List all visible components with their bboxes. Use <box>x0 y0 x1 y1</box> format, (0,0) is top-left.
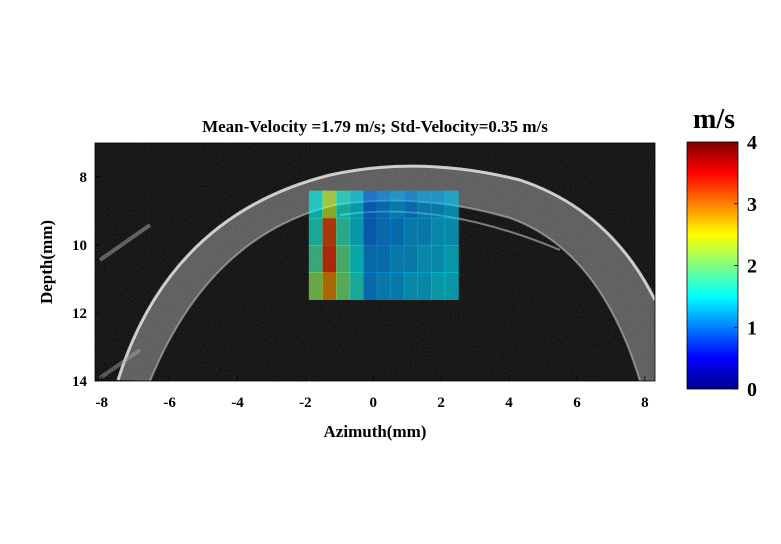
y-tick-label: 8 <box>80 170 88 186</box>
velocity-cell <box>417 245 432 273</box>
colorbar-tick-label: 2 <box>747 256 757 278</box>
velocity-cell <box>308 217 323 246</box>
chart-title: Mean-Velocity =1.79 m/s; Std-Velocity=0.… <box>202 117 548 136</box>
velocity-cell <box>349 272 364 300</box>
x-tick-label: -2 <box>299 395 312 411</box>
velocity-cell <box>417 272 432 300</box>
velocity-cell <box>444 245 459 273</box>
x-tick-label: -6 <box>163 395 176 411</box>
velocity-cell <box>417 217 432 246</box>
velocity-cell <box>403 217 419 246</box>
velocity-cell <box>376 190 391 219</box>
velocity-cell <box>444 217 459 246</box>
velocity-cell <box>322 217 337 246</box>
y-tick-label: 12 <box>72 306 87 322</box>
velocity-cell <box>335 272 351 300</box>
x-tick-label: 0 <box>370 395 378 411</box>
velocity-cell <box>349 190 364 219</box>
velocity-cell <box>431 272 446 300</box>
velocity-cell <box>363 245 378 273</box>
velocity-cell <box>335 217 351 246</box>
velocity-cell <box>335 245 351 273</box>
velocity-overlay <box>308 190 459 300</box>
plot-area <box>95 143 655 381</box>
colorbar-unit: m/s <box>693 104 735 135</box>
colorbar-gradient <box>686 141 739 390</box>
x-tick-label: 2 <box>437 395 445 411</box>
velocity-cell <box>349 245 364 273</box>
velocity-cell <box>390 272 405 300</box>
velocity-cell <box>444 272 459 300</box>
colorbar-tick-label: 1 <box>747 317 757 339</box>
velocity-cell <box>308 190 323 219</box>
velocity-cell <box>403 190 419 219</box>
velocity-cell <box>431 190 446 219</box>
plot-frame <box>94 142 656 382</box>
colorbar-ticks: 0 1 2 3 4 <box>734 132 757 401</box>
x-tick-label: -8 <box>96 395 109 411</box>
velocity-cell <box>322 245 337 273</box>
velocity-cell <box>349 217 364 246</box>
velocity-cell <box>363 217 378 246</box>
velocity-cell <box>363 272 378 300</box>
y-axis-label: Depth(mm) <box>37 220 56 304</box>
velocity-cell <box>363 190 378 219</box>
x-tick-label: 4 <box>505 395 513 411</box>
y-axis-ticks: 8 10 12 14 <box>72 170 100 390</box>
velocity-cell <box>376 217 391 246</box>
velocity-cell <box>308 272 323 300</box>
colorbar: m/s 0 1 2 3 4 <box>686 104 757 401</box>
velocity-cell <box>390 190 405 219</box>
x-axis-ticks: -8 -6 -4 -2 0 2 4 6 8 <box>96 376 649 411</box>
x-axis-label: Azimuth(mm) <box>324 422 427 441</box>
velocity-cell <box>376 272 391 300</box>
colorbar-tick-label: 0 <box>747 379 757 401</box>
velocity-cell <box>444 190 459 219</box>
velocity-cell <box>322 272 337 300</box>
velocity-cell <box>390 217 405 246</box>
velocity-cell <box>308 245 323 273</box>
x-tick-label: 6 <box>573 395 581 411</box>
x-tick-label: -4 <box>231 395 244 411</box>
velocity-cell <box>322 190 337 219</box>
x-tick-label: 8 <box>641 395 649 411</box>
velocity-cell <box>403 272 419 300</box>
y-tick-label: 14 <box>72 374 88 390</box>
y-tick-label: 10 <box>72 238 87 254</box>
colorbar-tick-label: 4 <box>747 132 757 154</box>
velocity-cell <box>403 245 419 273</box>
velocity-cell <box>335 190 351 219</box>
velocity-cell <box>417 190 432 219</box>
colorbar-tick-label: 3 <box>747 194 757 216</box>
velocity-cell <box>431 217 446 246</box>
velocity-cell <box>376 245 391 273</box>
velocity-cell <box>431 245 446 273</box>
velocity-cell <box>390 245 405 273</box>
